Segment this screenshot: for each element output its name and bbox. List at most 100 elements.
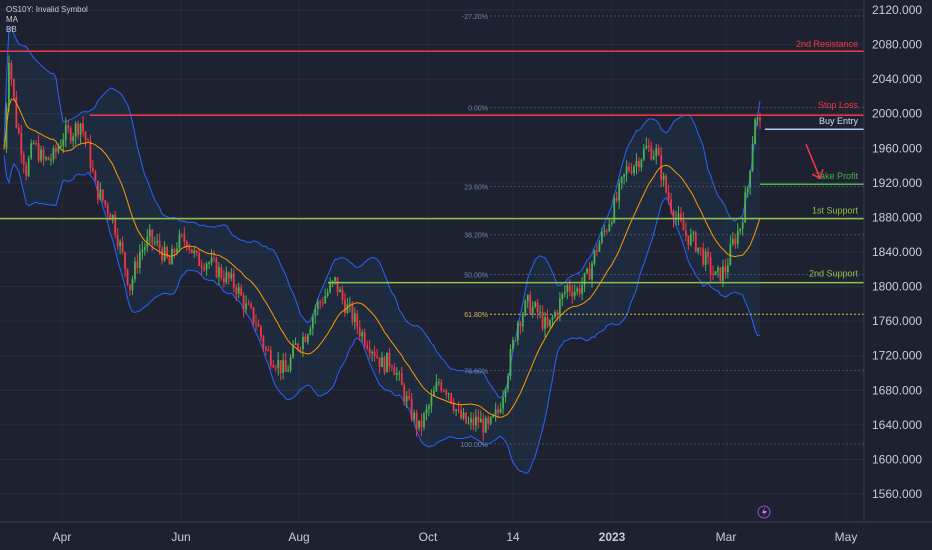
y-tick-label: 1840.000 xyxy=(872,245,922,259)
candle-body xyxy=(410,398,413,420)
candle-body xyxy=(672,211,675,221)
candle-body xyxy=(539,311,542,313)
fibonacci-levels: -27.20% 0.00% 23.60% 38.20% 50.00% 61.80% 78.6… xyxy=(460,14,864,449)
candle-body xyxy=(42,149,45,160)
candle-body xyxy=(227,272,230,279)
candle-body xyxy=(494,409,497,415)
candle-body xyxy=(346,304,349,314)
candle-body xyxy=(489,416,492,424)
candle-body xyxy=(586,268,588,273)
candle-body xyxy=(84,131,87,141)
candle-body xyxy=(487,417,490,424)
candle-body xyxy=(432,391,435,397)
candle-body xyxy=(430,396,433,407)
candle-body xyxy=(677,213,680,218)
candle-body xyxy=(316,301,319,309)
candle-body xyxy=(610,222,613,225)
candle-body xyxy=(99,189,102,200)
candle-body xyxy=(198,253,201,266)
candle-body xyxy=(306,334,309,342)
candle-body xyxy=(442,390,445,392)
level-label: Stop Loss xyxy=(818,100,859,110)
candle-body xyxy=(435,382,438,392)
candle-body xyxy=(232,273,235,288)
y-tick-label: 1720.000 xyxy=(872,349,922,363)
arrow-down-icon xyxy=(805,143,821,179)
candle-body xyxy=(521,315,524,327)
candle-body xyxy=(650,146,653,160)
candle-body xyxy=(645,145,648,149)
candle-body xyxy=(682,220,685,231)
candle-body xyxy=(642,148,645,160)
candle-body xyxy=(257,324,260,327)
candle-body xyxy=(437,382,440,384)
x-axis: Apr Jun Aug Oct 14 2023 Mar May xyxy=(0,505,932,544)
candle-body xyxy=(129,284,131,291)
candle-body xyxy=(613,197,616,223)
candle-body xyxy=(558,298,561,316)
candle-body xyxy=(10,62,13,80)
candle-body xyxy=(386,352,388,373)
candle-body xyxy=(178,234,181,249)
candle-body xyxy=(131,279,134,291)
candle-body xyxy=(516,323,519,341)
candle-body xyxy=(702,248,705,265)
candle-body xyxy=(284,360,287,372)
candle-body xyxy=(358,327,361,337)
fib-label: 61.80% xyxy=(464,312,488,319)
candle-body xyxy=(470,418,472,423)
candle-body xyxy=(287,370,290,372)
candle-body xyxy=(746,187,749,193)
candle-body xyxy=(647,145,650,147)
candle-body xyxy=(119,242,122,247)
candle-body xyxy=(341,289,344,300)
y-tick-label: 1560.000 xyxy=(872,487,922,501)
candle-body xyxy=(509,349,512,376)
candle-body xyxy=(625,166,628,175)
candle-body xyxy=(739,228,742,231)
legend-bb: BB xyxy=(6,25,17,34)
candle-body xyxy=(376,356,378,358)
candle-body xyxy=(479,418,482,423)
candle-body xyxy=(593,250,596,264)
candle-body xyxy=(54,148,57,152)
candle-body xyxy=(497,409,500,413)
candle-body xyxy=(603,230,606,232)
candle-body xyxy=(524,301,527,316)
candle-body xyxy=(220,267,223,278)
candle-body xyxy=(600,231,603,243)
candle-body xyxy=(447,393,450,395)
candle-body xyxy=(368,348,371,354)
candle-body xyxy=(554,312,556,318)
candle-body xyxy=(156,240,159,243)
candle-body xyxy=(697,247,700,252)
candle-body xyxy=(82,123,84,132)
candle-body xyxy=(111,215,114,221)
candle-body xyxy=(526,294,529,302)
candle-body xyxy=(289,357,292,371)
candle-body xyxy=(640,159,643,168)
moving-average xyxy=(3,98,761,418)
y-tick-label: 2040.000 xyxy=(872,72,922,86)
candle-body xyxy=(450,393,453,403)
candle-body xyxy=(623,174,626,178)
candle-body xyxy=(628,166,630,171)
candle-body xyxy=(230,273,233,279)
candle-body xyxy=(208,262,210,264)
candle-body xyxy=(260,326,262,337)
candle-body xyxy=(460,409,462,419)
candle-body xyxy=(719,267,722,282)
candle-body xyxy=(699,247,702,249)
candle-body xyxy=(153,242,156,244)
candle-body xyxy=(363,332,366,346)
candle-body xyxy=(544,317,546,329)
candle-body xyxy=(176,248,178,253)
bollinger-upper xyxy=(3,26,761,399)
candle-body xyxy=(566,285,569,292)
legend-symbol: OS10Y: Invalid Symbol xyxy=(6,5,88,14)
candle-body xyxy=(17,127,20,134)
candle-body xyxy=(563,291,566,294)
buy-entry-label: Buy Entry xyxy=(819,116,859,126)
